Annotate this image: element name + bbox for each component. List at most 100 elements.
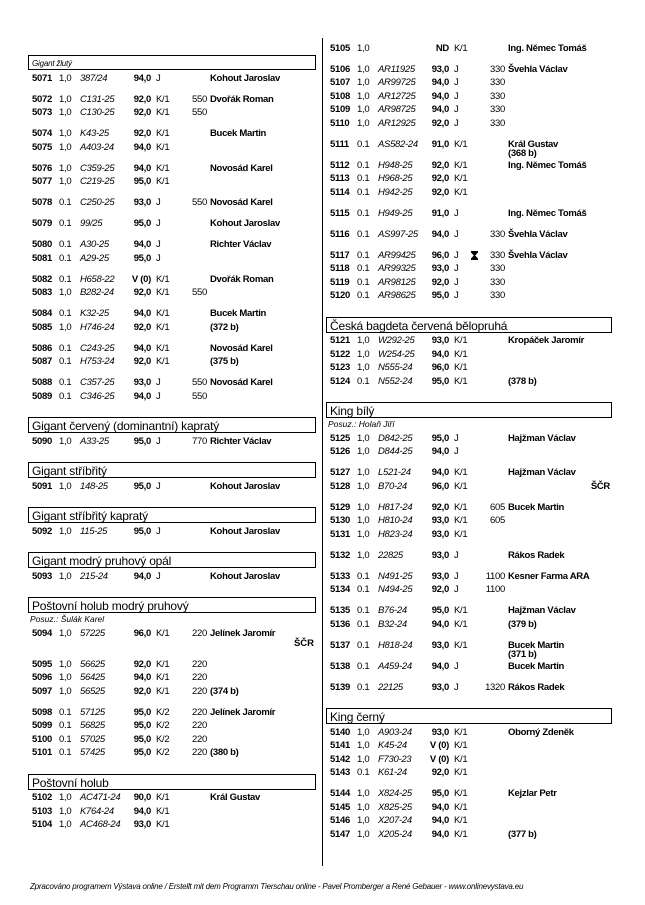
entry-number: 5087 xyxy=(32,356,52,367)
grade: J xyxy=(454,570,459,582)
score: 95,0 xyxy=(431,432,450,444)
ring-number: X824-25 xyxy=(378,788,412,799)
price: 1100 xyxy=(485,570,506,582)
grade: K/1 xyxy=(156,107,170,118)
entry-number: 5101 xyxy=(32,747,52,758)
sex: 0.1 xyxy=(59,747,72,758)
grade: J xyxy=(156,252,161,264)
grade: J xyxy=(156,570,161,582)
grade: J xyxy=(156,390,161,402)
exhibitor-group: 5080 0.1 A30-25 94,0 J Richter Václav 5081 0.1 A… xyxy=(28,238,316,265)
score: 95,0 xyxy=(133,747,152,758)
grade: K/1 xyxy=(454,767,468,778)
ring-number: AR99325 xyxy=(378,263,416,274)
exhibitor-group: 5094 1,0 57225 96,0 K/1 220 Jelínek Jaromír ŠČR xyxy=(28,627,316,651)
entry-number: 5140 xyxy=(330,726,350,738)
grade: J xyxy=(156,72,161,84)
grade: K/1 xyxy=(156,141,170,153)
grade: K/1 xyxy=(156,805,170,817)
table-row: 5088 0.1 C357-25 93,0 J 550 Novosád Karel xyxy=(28,376,316,390)
table-row: 5130 1,0 H810-24 93,0 K/1 605 xyxy=(326,514,612,528)
column-divider xyxy=(322,38,323,866)
trophy-icon xyxy=(471,250,478,265)
grade: J xyxy=(454,446,459,457)
ring-number: H949-25 xyxy=(378,207,413,219)
price: 1100 xyxy=(485,584,506,595)
ring-number: 387/24 xyxy=(80,72,108,84)
ring-number: AR98125 xyxy=(378,276,416,288)
grade: J xyxy=(156,435,161,447)
sex: 1,0 xyxy=(59,141,72,153)
sex: 1,0 xyxy=(357,753,370,765)
ring-number: H746-24 xyxy=(80,321,115,333)
owner: Kohout Jaroslav xyxy=(210,525,280,537)
entry-number: 5104 xyxy=(32,819,52,830)
ring-number: A903-24 xyxy=(378,726,412,738)
owner: Bucek Martin xyxy=(508,639,565,651)
table-row: 5101 0.1 57425 95,0 K/2 220 (380 b) xyxy=(28,746,316,760)
price: 220 xyxy=(192,733,207,745)
owner: Kropáček Jaromír xyxy=(508,335,584,346)
grade: J xyxy=(454,207,459,219)
score: 92,0 xyxy=(431,276,450,288)
grade: J xyxy=(156,377,161,388)
owner: Švehla Václav xyxy=(508,63,568,75)
category-header: Gigant modrý pruhový opál xyxy=(28,552,316,568)
judge-label: Posuz.: Holaň Jiří xyxy=(328,419,395,429)
owner: (379 b) xyxy=(508,618,537,630)
score: 92,0 xyxy=(133,658,152,670)
owner: Jelínek Jaromír xyxy=(210,627,276,639)
exhibitor-group: 5071 1,0 387/24 94,0 J Kohout Jaroslav xyxy=(28,72,316,86)
category-header: Gigant stříbřitý kapratý xyxy=(28,507,316,523)
sex: 0.1 xyxy=(357,249,370,261)
sex: 0.1 xyxy=(59,377,72,388)
table-row: 5116 0.1 AS997-25 94,0 J 330 Švehla Václav xyxy=(326,228,612,242)
ring-number: 57225 xyxy=(80,627,105,639)
exhibitor-group: 5074 1,0 K43-25 92,0 K/1 Bucek Martin 5075 1,0 A… xyxy=(28,127,316,154)
entry-number: 5116 xyxy=(330,228,350,240)
category-section: King černý 5140 1,0 A903-24 93,0 K/1 Oborný Zd… xyxy=(326,708,612,841)
sex: 1,0 xyxy=(357,117,370,129)
price: 550 xyxy=(192,390,207,402)
table-row: 5071 1,0 387/24 94,0 J Kohout Jaroslav xyxy=(28,72,316,86)
owner: Hajžman Václav xyxy=(508,467,576,478)
ring-number: H810-24 xyxy=(378,515,413,526)
category-section: Gigant žlutý 5071 1,0 387/24 94,0 J Kohout Jar… xyxy=(28,55,316,403)
grade: K/1 xyxy=(454,605,468,616)
owner: Rákos Radek xyxy=(508,681,565,693)
score: 92,0 xyxy=(431,584,450,595)
sex: 1,0 xyxy=(59,162,72,174)
exhibitor-group: 5082 0.1 H658-22 V (0) K/1 Dvořák Roman 5083 1,… xyxy=(28,273,316,300)
table-row: 5136 0.1 B32-24 94,0 K/1 (379 b) xyxy=(326,618,612,632)
exhibitor-group: 5095 1,0 56625 92,0 K/1 220 5096 1,0 56425 94,0 K/… xyxy=(28,658,316,699)
score: 93,0 xyxy=(431,63,450,75)
award-badge: ŠČR xyxy=(293,638,314,649)
ring-number: B76-24 xyxy=(378,605,407,616)
price: 330 xyxy=(490,117,505,129)
category-section: King bílý Posuz.: Holaň Jiří 5125 1,0 D842-2… xyxy=(326,402,612,694)
ring-number: X825-25 xyxy=(378,801,412,813)
score: 92,0 xyxy=(133,356,152,367)
exhibitor-group: 5135 0.1 B76-24 95,0 K/1 Hajžman Václav 5136 0.… xyxy=(326,604,612,631)
price: 220 xyxy=(192,685,207,697)
sex: 0.1 xyxy=(59,197,72,208)
table-row: 5094 1,0 57225 96,0 K/1 220 Jelínek Jaromír xyxy=(28,627,316,641)
table-row: 5085 1,0 H746-24 92,0 K/1 (372 b) xyxy=(28,321,316,335)
entry-number: 5142 xyxy=(330,753,350,765)
entry-number: 5123 xyxy=(330,362,350,373)
owner: Král Gustav xyxy=(508,138,559,150)
exhibitor-group: 5137 0.1 H818-24 93,0 K/1 Bucek Martin (371 b)… xyxy=(326,639,612,674)
score: 92,0 xyxy=(133,321,152,333)
score: 95,0 xyxy=(133,720,152,731)
grade: J xyxy=(454,249,459,261)
table-row: 5124 0.1 N552-24 95,0 K/1 (378 b) xyxy=(326,375,612,389)
owner: Bucek Martin xyxy=(210,308,267,319)
entry-number: 5100 xyxy=(32,733,52,745)
ring-number: C131-25 xyxy=(80,93,115,105)
exhibitor-group: 5140 1,0 A903-24 93,0 K/1 Oborný Zdeněk 5141 1,… xyxy=(326,726,612,780)
table-row: 5111 0.1 AS582-24 91,0 K/1 Král Gustav (368 b) xyxy=(326,138,612,159)
owner: Král Gustav xyxy=(210,792,261,803)
exhibitor-group: 5076 1,0 C359-25 94,0 K/1 Novosád Karel 5077 1,… xyxy=(28,162,316,189)
entry-number: 5097 xyxy=(32,685,52,697)
owner: Ing. Němec Tomáš xyxy=(508,159,587,171)
